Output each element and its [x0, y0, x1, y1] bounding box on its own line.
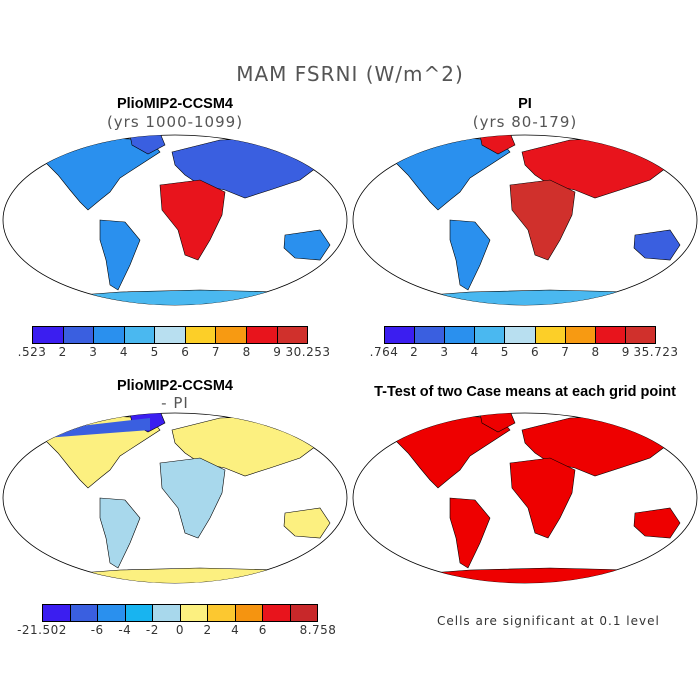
south-america-land — [99, 219, 141, 291]
cb3-tick-label: 6 — [258, 623, 267, 637]
greenland-land — [479, 135, 516, 155]
panel3-subtitle: - PI — [161, 394, 189, 412]
panel2-subtitle: (yrs 80-179) — [472, 113, 578, 131]
map-panel-4 — [352, 412, 698, 584]
cb3-tick-label: -6 — [90, 623, 104, 637]
cb3-tick-label: 8.758 — [299, 623, 337, 637]
cb2-tick-label: 2 — [410, 345, 419, 359]
cb2-tick-label: 4 — [470, 345, 479, 359]
panel3-title: PlioMIP2-CCSM4 — [116, 378, 233, 394]
cb1-swatch-1 — [63, 327, 95, 343]
map-panel-1 — [2, 134, 348, 306]
greenland-land — [479, 413, 516, 433]
cb1-swatch-0 — [33, 327, 64, 343]
cb1-tick-label: 30.253 — [285, 345, 331, 359]
australia-land — [283, 229, 331, 261]
cb1-tick-label: 3 — [89, 345, 98, 359]
cb3-tick-label: -2 — [145, 623, 159, 637]
figure-title: MAM FSRNI (W/m^2) — [236, 62, 464, 86]
cb1-tick-label: 6 — [181, 345, 190, 359]
cb2-swatch-8 — [625, 327, 655, 343]
cb2-swatch-5 — [535, 327, 566, 343]
cb1-tick-label: 2 — [58, 345, 67, 359]
cb2-swatch-1 — [415, 327, 446, 343]
cb1-tick-label: 4 — [119, 345, 129, 359]
cb3-tick-label: -4 — [118, 623, 132, 637]
colorbar-panel-3 — [42, 604, 318, 622]
panel1-title: PlioMIP2-CCSM4 — [116, 96, 233, 112]
cb3-tick-label: 2 — [203, 623, 212, 637]
south-america-land — [449, 219, 491, 291]
cb2-swatch-6 — [565, 327, 596, 343]
arctic-negative-region — [45, 418, 150, 438]
cb1-swatch-8 — [277, 327, 308, 343]
antarctica-land — [389, 567, 681, 583]
australia-land — [283, 507, 331, 539]
panel2-title: PI — [518, 96, 532, 112]
south-america-land — [449, 497, 491, 569]
cb1-tick-label: 7 — [211, 345, 221, 359]
map-panel-3 — [2, 412, 348, 584]
cb3-swatch-6 — [208, 605, 236, 621]
africa-land — [509, 457, 576, 539]
cb3-swatch-1 — [70, 605, 98, 621]
south-america-land — [99, 497, 141, 569]
greenland-land — [129, 135, 166, 155]
antarctica-land — [39, 289, 331, 305]
map-panel-2 — [352, 134, 698, 306]
colorbar-panel-1 — [32, 326, 308, 344]
cb1-tick-label: 8 — [242, 345, 251, 359]
cb2-tick-label: 35.723 — [633, 345, 679, 359]
africa-land — [159, 179, 226, 261]
cb3-swatch-4 — [153, 605, 181, 621]
cb3-swatch-0 — [43, 605, 71, 621]
cb3-tick-label: 4 — [231, 623, 240, 637]
cb2-swatch-2 — [445, 327, 476, 343]
cb1-swatch-5 — [185, 327, 217, 343]
cb3-swatch-2 — [98, 605, 126, 621]
cb3-tick-label: -21.502 — [17, 623, 67, 637]
cb2-tick-label: 8 — [591, 345, 600, 359]
cb2-tick-label: 6 — [531, 345, 540, 359]
cb2-swatch-4 — [505, 327, 536, 343]
panel4-title: T-Test of two Case means at each grid po… — [374, 384, 676, 400]
panel1-subtitle: (yrs 1000-1099) — [106, 113, 244, 131]
cb2-swatch-0 — [385, 327, 416, 343]
cb1-tick-label: .523 — [17, 345, 47, 359]
australia-land — [633, 229, 681, 261]
cb1-swatch-7 — [246, 327, 278, 343]
antarctica-land — [389, 289, 681, 305]
cb1-tick-label: 9 — [273, 345, 282, 359]
australia-land — [633, 507, 681, 539]
cb3-swatch-7 — [235, 605, 263, 621]
cb2-swatch-7 — [595, 327, 626, 343]
cb3-swatch-5 — [180, 605, 208, 621]
africa-land — [509, 179, 576, 261]
cb3-swatch-9 — [290, 605, 317, 621]
cb1-tick-label: 5 — [150, 345, 159, 359]
cb2-swatch-3 — [475, 327, 506, 343]
cb2-tick-label: .764 — [369, 345, 399, 359]
cb2-tick-label: 3 — [440, 345, 449, 359]
cb2-tick-label: 9 — [621, 345, 630, 359]
cb2-tick-label: 5 — [500, 345, 509, 359]
cb3-swatch-8 — [263, 605, 291, 621]
cb3-swatch-3 — [125, 605, 153, 621]
cb2-tick-label: 7 — [561, 345, 570, 359]
significance-note: Cells are significant at 0.1 level — [437, 614, 660, 628]
colorbar-panel-2 — [384, 326, 656, 344]
cb1-swatch-6 — [216, 327, 247, 343]
antarctica-land — [39, 567, 331, 583]
cb1-swatch-3 — [124, 327, 156, 343]
cb1-swatch-2 — [94, 327, 125, 343]
cb1-swatch-4 — [155, 327, 186, 343]
africa-land — [159, 457, 226, 539]
cb3-tick-label: 0 — [175, 623, 185, 637]
